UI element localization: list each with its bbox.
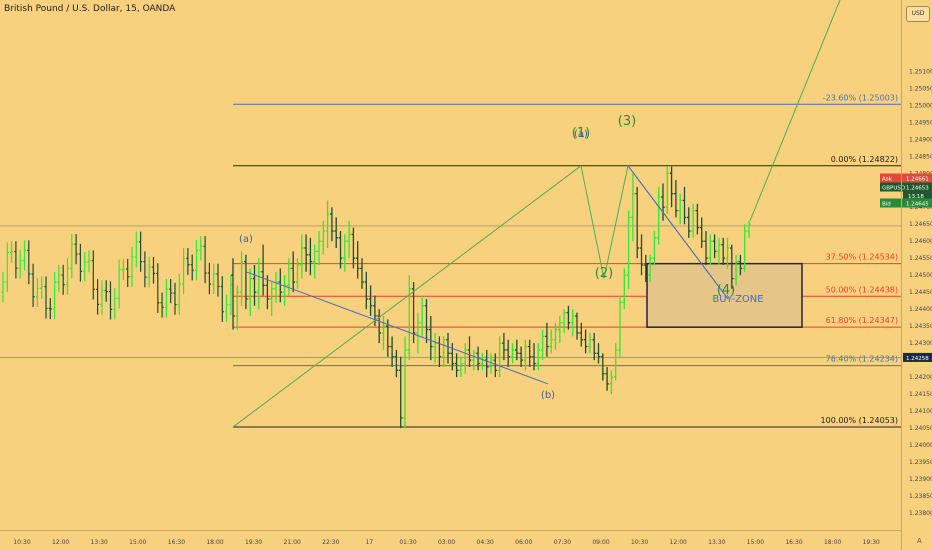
price-tick-label: 1.23950 [909, 459, 932, 466]
countdown-bg [903, 191, 932, 200]
time-tick-label: 21:00 [284, 539, 301, 546]
price-tick-label: 1.24150 [909, 391, 932, 398]
time-tick-label: 16:30 [168, 539, 185, 546]
time-tick-label: 17 [366, 539, 374, 546]
ask-tag-value: 1.24661 [906, 177, 929, 183]
wave-line-4 [627, 165, 729, 300]
price-axis[interactable] [901, 0, 932, 550]
wave-label: (a) [239, 234, 253, 245]
price-tick-label: 1.23800 [909, 510, 932, 517]
fib-level-label: 61.80% (1.24347) [826, 316, 898, 325]
wave-label: (b) [541, 390, 555, 401]
price-tick-label: 1.25100 [909, 68, 932, 75]
price-tick-label: 1.24000 [909, 442, 932, 449]
price-tick-label: 1.24900 [909, 136, 932, 143]
time-tick-label: 19:30 [245, 539, 262, 546]
time-tick-label: 13:30 [91, 539, 108, 546]
price-tick-label: 1.24350 [909, 323, 932, 330]
price-tick-label: 1.24700 [909, 204, 932, 211]
time-tick-label: 04:30 [477, 539, 494, 546]
price-tick-label: 1.24450 [909, 289, 932, 296]
countdown: 13:18 [908, 194, 924, 200]
price-line-tag-bg [903, 352, 932, 362]
fib-level-label: 100.00% (1.24053) [821, 416, 898, 425]
time-tick-label: 13:30 [708, 539, 725, 546]
symbol-tag: GBPUSD [882, 186, 905, 192]
fib-level-label: 0.00% (1.24822) [831, 155, 898, 164]
wave-label: (4) [717, 283, 735, 298]
price-tick-label: 1.23850 [909, 493, 932, 500]
currency-badge[interactable]: USD [906, 6, 930, 22]
ask-tag-label-bg [880, 173, 932, 183]
wave-line-1 [232, 165, 582, 428]
wave-line-ab [245, 271, 549, 385]
price-tick-label: 1.24300 [909, 340, 932, 347]
time-tick-label: 12:00 [52, 539, 69, 546]
time-tick-label: 01:30 [399, 539, 416, 546]
wave-line-projection [749, 0, 841, 222]
buy-zone-box [646, 262, 803, 328]
price-tick-label: 1.25050 [909, 85, 932, 92]
time-tick-label: 22:30 [322, 539, 339, 546]
price-tick-label: 1.24050 [909, 425, 932, 432]
price-tick-label: 1.24500 [909, 272, 932, 279]
wave-label: (3) [618, 114, 636, 129]
price-tick-label: 1.24850 [909, 153, 932, 160]
symbol-tag-bg [880, 182, 932, 192]
time-tick-label: 19:30 [863, 539, 880, 546]
time-tick-label: 06:00 [515, 539, 532, 546]
time-tick-label: 15:00 [129, 539, 146, 546]
bid-tag-label: Bid [882, 202, 891, 208]
price-tick-label: 1.23900 [909, 476, 932, 483]
bid-tag-value: 1.24645 [906, 202, 929, 208]
price-tick-label: 1.24650 [909, 221, 932, 228]
wave-label: (a) [574, 129, 588, 140]
ask-tag-label: Ask [882, 177, 893, 183]
price-tick-label: 1.25000 [909, 102, 932, 109]
fib-level-label: 37.50% (1.24534) [826, 253, 898, 262]
price-tick-label: 1.24600 [909, 238, 932, 245]
time-tick-label: 07:30 [554, 539, 571, 546]
time-tick-label: 16:30 [785, 539, 802, 546]
chart-title: British Pound / U.S. Dollar, 15, OANDA [4, 4, 176, 14]
fib-level-label: -23.60% (1.25003) [823, 93, 898, 102]
bid-tag-label-bg [880, 198, 932, 208]
price-tick-label: 1.24550 [909, 255, 932, 262]
time-tick-label: 03:00 [438, 539, 455, 546]
wave-label: (2) [595, 266, 613, 281]
time-tick-label: 10:30 [13, 539, 30, 546]
wave-label: (1) [572, 126, 590, 141]
last-price-value: 1.24653 [906, 186, 929, 192]
time-axis-border [0, 530, 901, 531]
time-tick-label: 09:00 [592, 539, 609, 546]
time-tick-label: 18:00 [824, 539, 841, 546]
price-tick-label: 1.24950 [909, 119, 932, 126]
time-tick-label: 10:30 [631, 539, 648, 546]
price-tick-label: 1.24400 [909, 306, 932, 313]
time-tick-label: 12:00 [670, 539, 687, 546]
fib-level-label: 76.40% (1.24234) [826, 355, 898, 364]
time-tick-label: 15:00 [747, 539, 764, 546]
time-tick-label: 18:00 [206, 539, 223, 546]
price-tick-label: 1.24100 [909, 408, 932, 415]
fib-level-label: 50.00% (1.24438) [826, 285, 898, 294]
price-line-tag: 1.24258 [906, 356, 929, 362]
auto-scale-toggle[interactable]: A [917, 537, 922, 545]
price-tick-label: 1.24200 [909, 374, 932, 381]
buy-zone-label: BUY-ZONE [712, 294, 763, 305]
